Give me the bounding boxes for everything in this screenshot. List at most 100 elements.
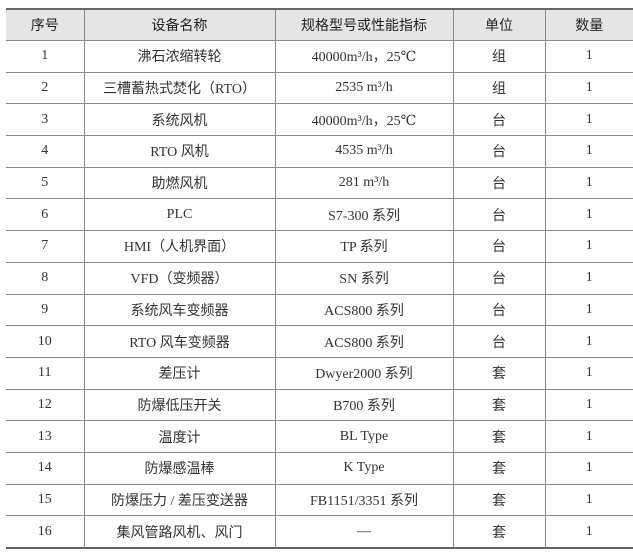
table-row: 3 系统风机 40000m³/h，25℃ 台 1 bbox=[6, 103, 633, 137]
cell-col-name: RTO 风机 bbox=[83, 135, 275, 168]
cell-col-index: 7 bbox=[6, 230, 84, 263]
cell-col-quantity: 1 bbox=[544, 325, 633, 358]
table-row: 7 HMI（人机界面） TP 系列台 1 bbox=[6, 230, 633, 263]
table-row: 1 沸石浓缩转轮 40000m³/h，25℃ 组 1 bbox=[6, 40, 633, 73]
cell-col-spec: 2535 m³/h bbox=[274, 72, 453, 105]
cell-col-spec: ACS800 系列 bbox=[274, 294, 453, 327]
table-row: 14 防爆感温棒 K Type 套 1 bbox=[6, 452, 633, 485]
cell-col-index: 9 bbox=[6, 294, 84, 327]
cell-col-quantity: 1 bbox=[544, 40, 633, 73]
header-row: 序号 设备名称 规格型号或性能指标 单位 数量 bbox=[6, 9, 633, 41]
cell-col-spec: S7-300 系列 bbox=[274, 198, 453, 232]
cell-col-spec: SN 系列 bbox=[274, 262, 453, 295]
cell-col-unit: 套 bbox=[452, 452, 545, 485]
cell-col-spec: Dwyer2000 系列 bbox=[274, 357, 453, 390]
cell-col-unit: 套 bbox=[452, 420, 545, 453]
cell-col-unit: 台 bbox=[452, 262, 545, 295]
cell-col-quantity: 1 bbox=[544, 262, 633, 295]
cell-col-index: 5 bbox=[6, 167, 84, 200]
cell-col-quantity: 1 bbox=[544, 167, 633, 200]
cell-col-unit: 台 bbox=[452, 325, 545, 358]
cell-col-name: VFD（变频器） bbox=[83, 262, 275, 295]
cell-col-index: 6 bbox=[6, 198, 84, 232]
cell-col-quantity: 1 bbox=[544, 389, 633, 422]
cell-col-quantity: 1 bbox=[544, 230, 633, 263]
cell-col-unit: 套 bbox=[452, 357, 545, 390]
cell-col-spec: 4535 m³/h bbox=[274, 135, 453, 168]
cell-col-spec: 40000m³/h，25℃ bbox=[274, 40, 453, 73]
table-row: 8 VFD（变频器） SN 系列台 1 bbox=[6, 262, 633, 295]
table-row: 15 防爆压力 / 差压变送器 FB1151/3351 系列套 1 bbox=[6, 484, 633, 517]
cell-col-name: RTO 风车变频器 bbox=[83, 325, 275, 358]
cell-col-index: 2 bbox=[6, 72, 84, 105]
cell-col-unit: 套 bbox=[452, 389, 545, 422]
cell-col-spec: 281 m³/h bbox=[274, 167, 453, 200]
cell-col-quantity: 1 bbox=[544, 103, 633, 137]
header-col-name: 设备名称 bbox=[83, 9, 275, 41]
cell-col-quantity: 1 bbox=[544, 515, 633, 548]
cell-col-quantity: 1 bbox=[544, 198, 633, 232]
cell-col-unit: 套 bbox=[452, 484, 545, 517]
cell-col-spec: ACS800 系列 bbox=[274, 325, 453, 358]
cell-col-spec: FB1151/3351 系列 bbox=[274, 484, 453, 517]
cell-col-name: 沸石浓缩转轮 bbox=[83, 40, 275, 73]
cell-col-name: PLC bbox=[83, 198, 275, 232]
cell-col-name: 系统风机 bbox=[83, 103, 275, 137]
cell-col-name: 温度计 bbox=[83, 420, 275, 453]
cell-col-index: 14 bbox=[6, 452, 84, 485]
cell-col-quantity: 1 bbox=[544, 294, 633, 327]
table-row: 4 RTO 风机 4535 m³/h 台 1 bbox=[6, 135, 633, 168]
cell-col-index: 10 bbox=[6, 325, 84, 358]
cell-col-name: 集风管路风机、风门 bbox=[83, 515, 275, 548]
cell-col-index: 16 bbox=[37, 523, 52, 539]
cell-col-name: 三槽蓄热式焚化（RTO） bbox=[83, 72, 275, 105]
cell-col-index: 1 bbox=[6, 40, 84, 73]
cell-col-unit: 台 bbox=[452, 103, 545, 137]
cell-col-index: 4 bbox=[6, 135, 84, 168]
cell-col-spec: B700 系列 bbox=[274, 389, 453, 422]
cell-col-name: 防爆感温棒 bbox=[83, 452, 275, 485]
header-col-quantity: 数量 bbox=[544, 9, 633, 41]
cell-col-unit: 台 bbox=[452, 167, 545, 200]
cell-col-index: 13 bbox=[6, 420, 84, 453]
cell-col-unit: 台 bbox=[452, 230, 545, 263]
table-row: 5 助燃风机 281 m³/h 台 1 bbox=[6, 167, 633, 200]
cell-col-name: 防爆低压开关 bbox=[83, 389, 275, 422]
cell-col-unit: 台 bbox=[452, 135, 545, 168]
cell-col-index: 8 bbox=[6, 262, 84, 295]
equipment-table: 序号 设备名称 规格型号或性能指标 单位 数量 1 沸石浓缩转轮 40000m³/h，25℃… bbox=[6, 8, 633, 549]
table-row: 12 防爆低压开关 B700 系列套 1 bbox=[6, 389, 633, 422]
cell-col-quantity: 1 bbox=[544, 135, 633, 168]
cell-col-index: 15 bbox=[6, 484, 84, 517]
cell-col-quantity: 1 bbox=[544, 72, 633, 105]
cell-col-unit: 台 bbox=[452, 198, 545, 232]
table-row: 9 系统风车变频器 ACS800 系列台 1 bbox=[6, 294, 633, 327]
cell-col-quantity: 1 bbox=[544, 420, 633, 453]
cell-col-name: HMI（人机界面） bbox=[83, 230, 275, 263]
cell-col-spec: TP 系列 bbox=[274, 230, 453, 263]
cell-col-unit: 组 bbox=[452, 40, 545, 73]
header-col-index: 序号 bbox=[6, 9, 84, 41]
cell-col-index: 12 bbox=[6, 389, 84, 422]
cell-col-unit: 套 bbox=[452, 515, 545, 548]
table-row: 13 温度计 BL Type 套 1 bbox=[6, 420, 633, 453]
cell-col-unit: 台 bbox=[452, 294, 545, 327]
cell-col-quantity: 1 bbox=[544, 357, 633, 390]
table-row: 10 RTO 风车变频器 ACS800 系列台 1 bbox=[6, 325, 633, 358]
cell-col-index: 3 bbox=[6, 103, 84, 137]
cell-col-spec: 40000m³/h，25℃ bbox=[274, 103, 453, 137]
table-row: 16 集风管路风机、风门 — 套 1 bbox=[6, 515, 633, 548]
table-row: 2 三槽蓄热式焚化（RTO） 2535 m³/h 组 1 bbox=[6, 72, 633, 105]
cell-col-quantity: 1 bbox=[544, 452, 633, 485]
cell-col-name: 系统风车变频器 bbox=[83, 294, 275, 327]
cell-col-quantity: 1 bbox=[544, 484, 633, 517]
cell-col-name: 防爆压力 / 差压变送器 bbox=[83, 484, 275, 517]
cell-col-name: 助燃风机 bbox=[83, 167, 275, 200]
cell-col-spec: K Type bbox=[274, 452, 453, 485]
table-row: 11 差压计 Dwyer2000 系列套 1 bbox=[6, 357, 633, 390]
cell-col-spec: — bbox=[274, 515, 453, 548]
header-col-spec: 规格型号或性能指标 bbox=[274, 9, 453, 41]
table-row: 6 PLC S7-300 系列台 1 bbox=[6, 198, 633, 232]
cell-col-index: 11 bbox=[6, 357, 84, 390]
cell-col-spec: BL Type bbox=[274, 420, 453, 453]
